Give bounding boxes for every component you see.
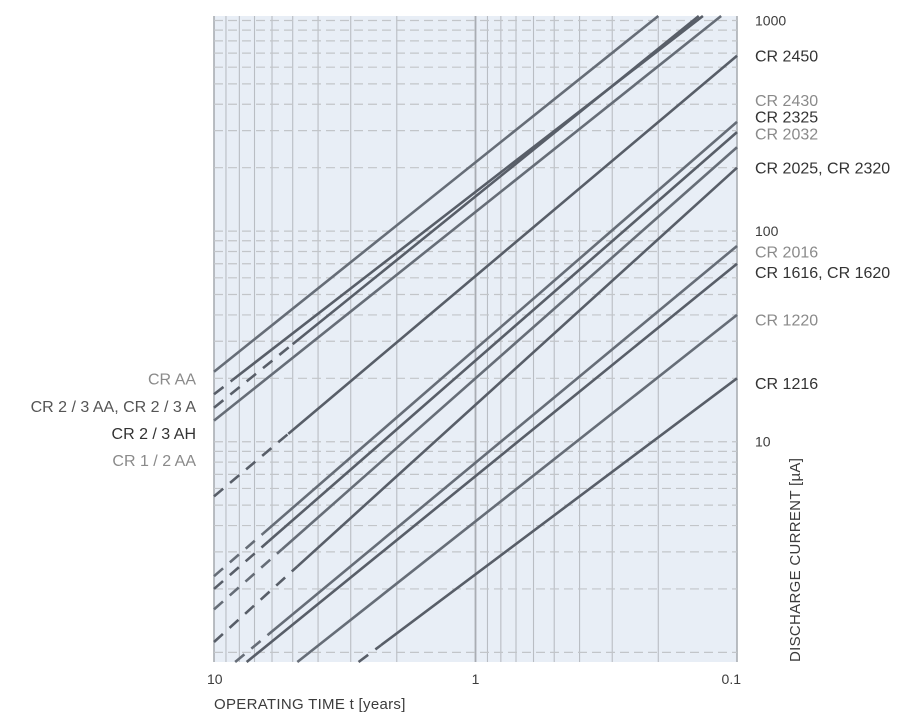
series-line-dashed	[213, 532, 264, 578]
series-line-dashed	[234, 633, 270, 664]
series-line-dashed	[357, 644, 382, 664]
x-tick-label: 0.1	[722, 671, 742, 687]
x-tick-label: 1	[472, 671, 480, 687]
series-line-dashed	[213, 565, 299, 643]
series-line	[267, 131, 738, 543]
series-label-right: CR 2325	[755, 109, 818, 126]
tick-labels: 10 1 0.1 1000 100 10	[207, 12, 786, 687]
series-label-left: CR AA	[148, 371, 196, 388]
series-label-left: CR 2 / 3 AA, CR 2 / 3 A	[31, 399, 197, 416]
series-line-dashed	[213, 432, 290, 498]
series-line	[245, 262, 738, 664]
series-line	[296, 313, 738, 664]
x-axis-title: OPERATING TIME t [years]	[214, 696, 406, 713]
series-label-right: CR 1216	[755, 376, 818, 393]
series-line	[213, 14, 660, 373]
series-line-dashed	[213, 548, 283, 611]
series-line	[262, 120, 738, 535]
series-line	[231, 14, 704, 382]
series-line	[281, 146, 738, 551]
y-tick-label: 100	[755, 223, 779, 239]
y-axis-title: DISCHARGE CURRENT [µA]	[787, 458, 804, 662]
series-label-right: CR 1616, CR 1620	[755, 265, 890, 282]
series-line-dashed	[213, 343, 294, 409]
series-label-right: CR 1220	[755, 313, 818, 330]
y-tick-label: 1000	[755, 12, 786, 28]
series-line	[213, 14, 722, 422]
series-group	[213, 14, 738, 664]
series-line-dashed	[213, 378, 234, 396]
y-tick-label: 10	[755, 434, 771, 450]
series-label-right: CR 2032	[755, 127, 818, 144]
series-line	[267, 244, 738, 636]
series-label-left: CR 2 / 3 AH	[112, 426, 196, 443]
series-label-right: CR 2016	[755, 245, 818, 262]
series-label-right: CR 2025, CR 2320	[755, 161, 890, 178]
x-tick-label: 10	[207, 671, 223, 687]
grid	[213, 16, 738, 662]
series-label-right: CR 2450	[755, 49, 818, 66]
series-line	[296, 166, 738, 568]
series-label-right: CR 2430	[755, 93, 818, 110]
series-line	[287, 54, 738, 435]
series-line	[380, 377, 738, 647]
series-label-left: CR 1 / 2 AA	[112, 453, 196, 470]
